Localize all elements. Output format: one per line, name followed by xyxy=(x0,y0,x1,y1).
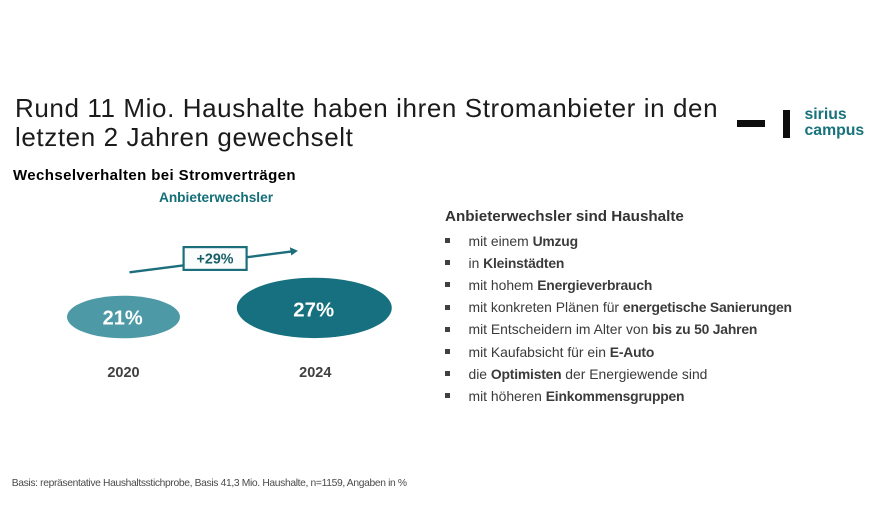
svg-text:21%: 21% xyxy=(103,307,143,329)
svg-text:+29%: +29% xyxy=(197,252,234,268)
svg-text:2024: 2024 xyxy=(299,365,331,381)
svg-text:27%: 27% xyxy=(293,299,334,321)
svg-text:2020: 2020 xyxy=(107,365,139,381)
